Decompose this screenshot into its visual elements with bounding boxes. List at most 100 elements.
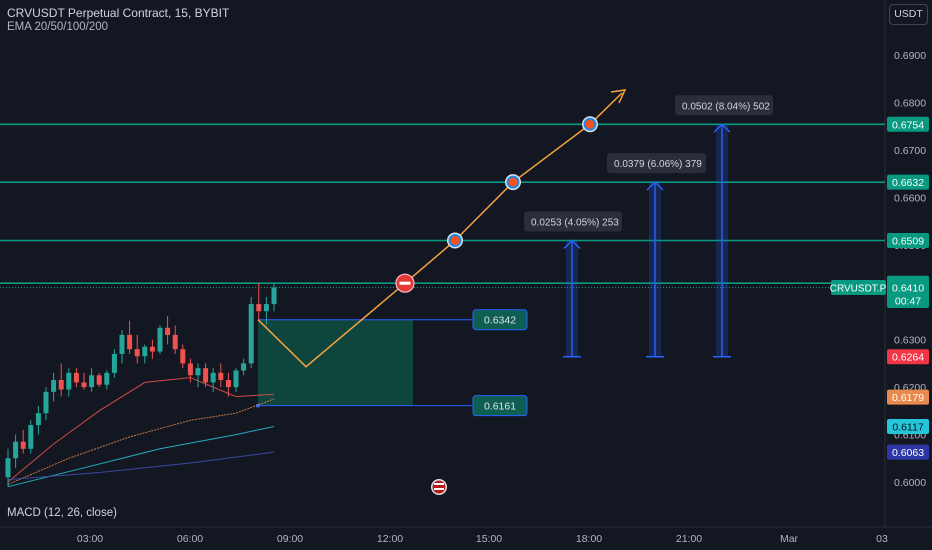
ema-line xyxy=(7,398,275,485)
projection-arrowhead xyxy=(610,89,627,104)
candle-body xyxy=(180,349,186,364)
candle-body xyxy=(134,349,140,357)
measure-arrowhead xyxy=(563,239,581,250)
entry-price-label-box xyxy=(472,309,528,331)
us-flag-stripe xyxy=(434,483,444,485)
target-icon-center xyxy=(508,177,518,187)
axis-price-label: 0.6509 xyxy=(892,236,924,248)
candle-body xyxy=(58,379,64,390)
y-tick-label: 0.6800 xyxy=(894,97,926,109)
candle-body xyxy=(35,413,41,426)
candle-body xyxy=(66,372,72,390)
candle-body xyxy=(28,425,34,449)
candle-body xyxy=(256,304,262,312)
us-flag-icon-fill xyxy=(432,480,446,494)
candle-body xyxy=(165,327,171,335)
current-price-box xyxy=(887,279,929,308)
y-tick-label: 0.6000 xyxy=(894,477,926,489)
measure-label-box xyxy=(675,95,773,116)
stop-price-label-box xyxy=(472,395,528,417)
position-zone xyxy=(258,319,413,406)
target-icon-center xyxy=(585,119,595,129)
candle-body xyxy=(142,346,148,357)
axis-price-box xyxy=(887,233,929,249)
ema-line xyxy=(7,451,275,481)
candle-body xyxy=(187,363,193,376)
candle-body xyxy=(5,458,11,478)
candle-body xyxy=(248,304,254,364)
axis-price-box xyxy=(887,116,929,132)
candle-body xyxy=(195,368,201,376)
candle-body xyxy=(233,370,239,388)
x-tick-label: 21:00 xyxy=(676,533,702,545)
candle-body xyxy=(210,372,216,383)
y-tick-label: 0.6900 xyxy=(894,50,926,62)
x-tick-label: 03:00 xyxy=(77,533,103,545)
candle-body xyxy=(104,372,110,385)
candle-body xyxy=(13,441,19,459)
candle-body xyxy=(111,353,117,373)
candle-body xyxy=(263,304,269,312)
axis-price-label: 0.6632 xyxy=(892,177,924,189)
x-tick-label: 03 xyxy=(876,533,888,545)
symbol-tag-box xyxy=(831,279,886,295)
measure-label: 0.0502 (8.04%) 502 xyxy=(682,101,770,112)
x-tick-label: 09:00 xyxy=(277,533,303,545)
axis-price-box xyxy=(887,444,929,460)
y-tick-label: 0.6600 xyxy=(894,192,926,204)
us-flag-stripe xyxy=(434,488,444,490)
stop-price-label: 0.6161 xyxy=(484,401,516,413)
axis-price-label: 0.6264 xyxy=(892,352,924,364)
x-tick-label: 06:00 xyxy=(177,533,203,545)
candle-body xyxy=(20,441,26,449)
measure-arrowhead xyxy=(713,123,731,133)
candle-body xyxy=(241,363,247,371)
currency-button[interactable]: USDT xyxy=(889,4,928,25)
candle-body xyxy=(96,375,102,385)
measure-label-box xyxy=(524,211,622,232)
candle-body xyxy=(225,379,231,388)
axis-price-label: 0.6117 xyxy=(892,421,923,433)
axis-price-box xyxy=(887,174,929,190)
candle-body xyxy=(73,372,79,383)
chart-title: CRVUSDT Perpetual Contract, 15, BYBIT xyxy=(7,6,230,20)
candle-body xyxy=(51,379,57,392)
macd-indicator-label[interactable]: MACD (12, 26, close) xyxy=(7,507,117,519)
y-tick-label: 0.6300 xyxy=(894,335,926,347)
x-tick-label: Mar xyxy=(780,533,799,545)
entry-price-label: 0.6342 xyxy=(484,315,516,327)
target-icon-center xyxy=(450,236,460,246)
candle-body xyxy=(157,327,163,352)
symbol-tag: CRVUSDT.P xyxy=(830,283,887,294)
measure-label: 0.0253 (4.05%) 253 xyxy=(531,218,619,229)
axis-price-label: 0.6179 xyxy=(892,392,924,404)
axis-price-label: 0.6063 xyxy=(892,447,924,459)
current-price-label: 0.6410 xyxy=(892,282,924,294)
candle-body xyxy=(218,372,224,380)
candle-body xyxy=(127,334,133,350)
x-tick-label: 12:00 xyxy=(377,533,403,545)
ema-line xyxy=(7,426,275,488)
ema-indicator-label[interactable]: EMA 20/50/100/200 xyxy=(7,21,109,33)
no-entry-bar xyxy=(399,281,411,285)
bar-countdown: 00:47 xyxy=(895,295,921,307)
candle-body xyxy=(172,334,178,350)
axis-price-box xyxy=(887,418,929,434)
candle-body xyxy=(81,382,87,388)
measure-arrowhead xyxy=(646,181,664,191)
x-tick-label: 15:00 xyxy=(476,533,502,545)
measure-label: 0.0379 (6.06%) 379 xyxy=(614,159,702,170)
candle-body xyxy=(149,346,155,352)
y-tick-label: 0.6700 xyxy=(894,145,926,157)
axis-price-box xyxy=(887,349,929,365)
candle-body xyxy=(271,287,277,305)
candle-body xyxy=(43,391,49,414)
axis-price-box xyxy=(887,389,929,405)
candle-body xyxy=(89,375,95,388)
ema-line xyxy=(7,377,275,483)
measure-label-box xyxy=(607,153,706,174)
x-tick-label: 18:00 xyxy=(576,533,602,545)
